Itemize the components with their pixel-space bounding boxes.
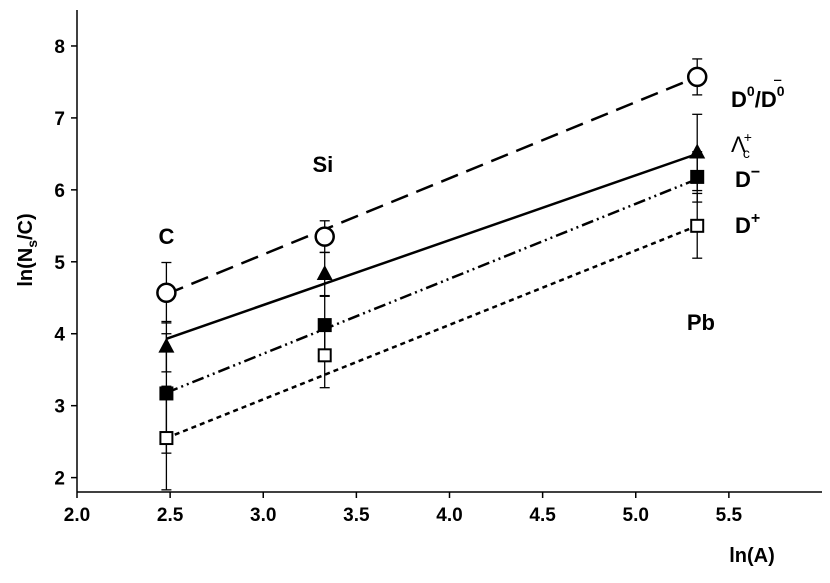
series-label-separator: / xyxy=(755,87,761,112)
x-tick-label: 4.5 xyxy=(529,505,556,526)
series-label: D+ xyxy=(735,210,760,238)
data-point-filled-triangle xyxy=(158,337,175,353)
fit-line xyxy=(165,75,698,296)
x-tick-label: 4.0 xyxy=(436,505,462,526)
data-point-open-circle xyxy=(314,226,335,247)
data-point-open-square xyxy=(690,218,705,233)
series-label: D− xyxy=(735,164,760,192)
fit-line xyxy=(165,177,698,394)
series-label-main: D xyxy=(735,167,751,192)
element-label: Pb xyxy=(687,310,715,335)
y-tick-label: 5 xyxy=(54,253,65,274)
fit-lines xyxy=(165,75,698,440)
data-point-filled-triangle xyxy=(316,265,333,281)
series-label-superscript: 0 xyxy=(747,83,755,99)
x-tick-label: 2.5 xyxy=(157,505,184,526)
series-label-main: Λ xyxy=(731,132,746,157)
series-label-overline: ‾ xyxy=(773,78,782,96)
y-axis-label-tail: /C) xyxy=(15,213,37,240)
y-tick-label: 8 xyxy=(54,37,65,58)
y-axis-label-main: ln(N xyxy=(15,248,37,287)
fit-line xyxy=(165,152,698,340)
y-axis-label: ln(Ns/C) xyxy=(15,213,40,286)
data-markers xyxy=(156,66,708,446)
y-axis-ticks: 2 3 4 5 6 7 8 xyxy=(54,37,77,490)
series-label-main: D xyxy=(735,213,751,238)
data-point-filled-square xyxy=(317,318,332,333)
data-point-filled-triangle xyxy=(689,143,706,159)
element-label: C xyxy=(158,224,174,249)
series-label-superscript-2: 0 xyxy=(777,83,785,99)
series-labels: D0/D0‾Λ+ cD−D+ xyxy=(731,78,785,238)
series-label-subscript: c xyxy=(743,145,750,161)
y-tick-label: 2 xyxy=(54,469,65,490)
x-tick-label: 3.0 xyxy=(250,505,276,526)
y-tick-label: 4 xyxy=(54,325,65,346)
y-tick-label: 6 xyxy=(54,181,65,202)
y-tick-label: 3 xyxy=(54,397,65,418)
series-label-superscript: + xyxy=(744,129,752,145)
data-point-open-square xyxy=(317,348,332,363)
data-point-open-square xyxy=(159,431,174,446)
x-axis-ticks: 2.0 2.5 3.0 3.5 4.0 4.5 5.0 5.5 xyxy=(64,492,743,526)
x-tick-label: 5.0 xyxy=(623,505,649,526)
series-label-main: D xyxy=(731,87,747,112)
series-label: D0/D0 xyxy=(731,83,785,112)
x-tick-label: 2.0 xyxy=(64,505,90,526)
y-tick-label: 7 xyxy=(54,109,65,130)
data-point-filled-square xyxy=(690,169,705,184)
data-point-filled-square xyxy=(159,386,174,401)
series-label-superscript: − xyxy=(751,164,760,181)
x-axis-label: ln(A) xyxy=(729,545,775,567)
x-tick-label: 5.5 xyxy=(716,505,743,526)
element-label: Si xyxy=(312,152,333,177)
x-tick-label: 3.5 xyxy=(343,505,370,526)
series-label: Λ+ c xyxy=(731,129,752,161)
data-point-open-circle xyxy=(156,282,177,303)
element-annotations: C Si Pb xyxy=(158,152,715,335)
series-label-main-2: D xyxy=(761,87,777,112)
series-label-superscript: + xyxy=(751,210,760,227)
data-point-open-circle xyxy=(686,66,708,88)
y-axis-label-subscript: s xyxy=(24,240,40,248)
